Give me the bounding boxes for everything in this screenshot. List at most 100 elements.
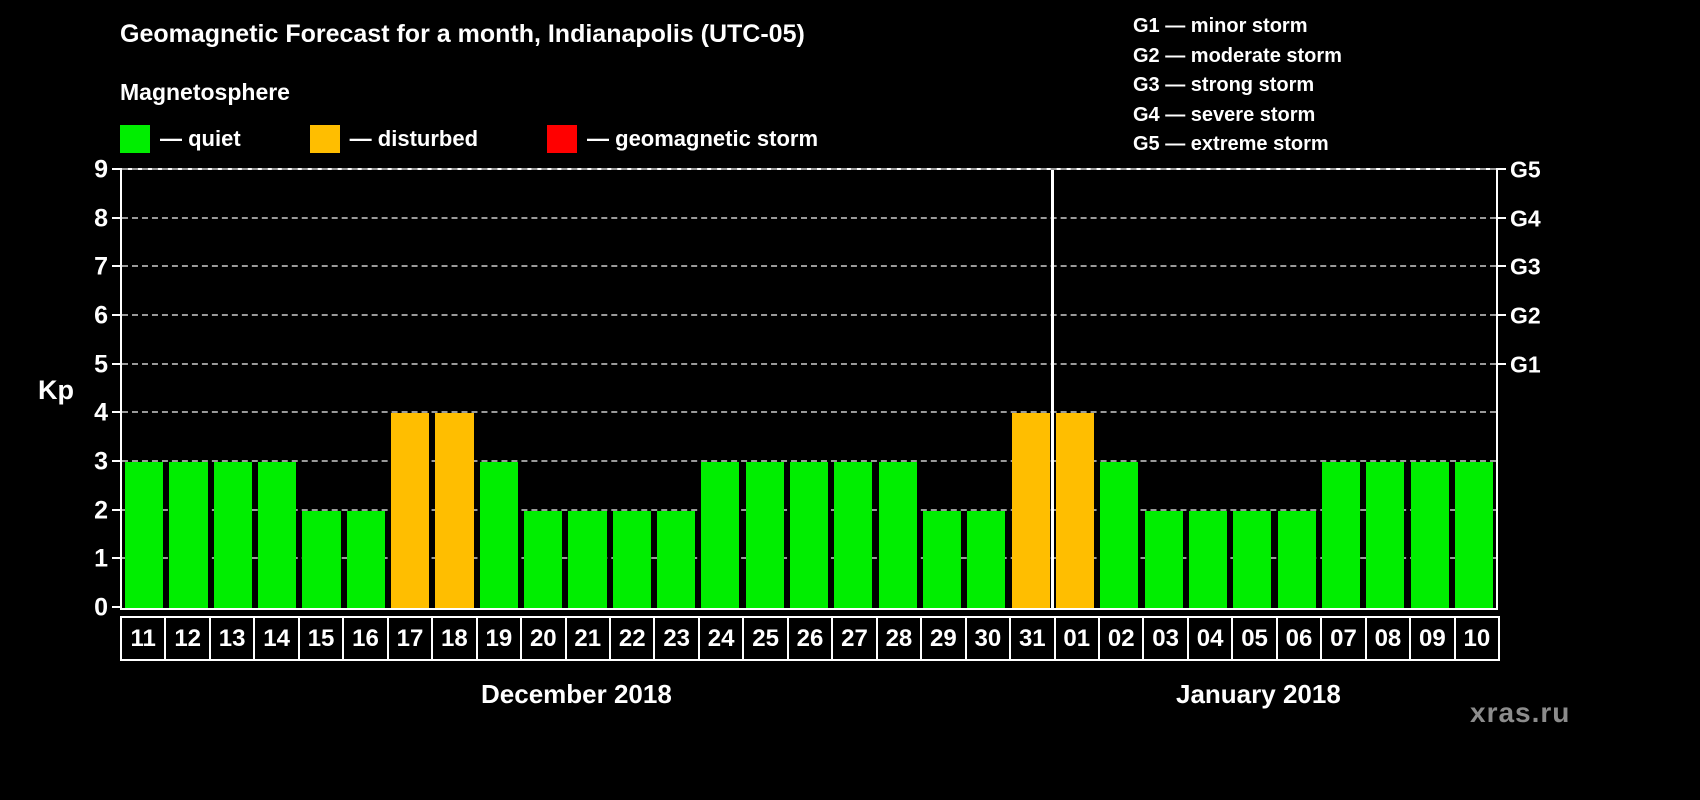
bar-15[interactable]	[302, 510, 341, 608]
g-scale-row: G3 — strong storm	[1133, 74, 1315, 96]
day-label-20[interactable]: 20	[520, 616, 567, 661]
bar-slot[interactable]	[1009, 170, 1053, 608]
day-label-22[interactable]: 22	[608, 616, 656, 661]
bar-08[interactable]	[1366, 462, 1405, 608]
bar-slot[interactable]	[787, 170, 831, 608]
bar-05[interactable]	[1233, 510, 1272, 608]
bar-29[interactable]	[923, 510, 962, 608]
day-label-24[interactable]: 24	[697, 616, 745, 661]
day-label-12[interactable]: 12	[164, 616, 211, 661]
bar-slot[interactable]	[1230, 170, 1274, 608]
day-label-04[interactable]: 04	[1186, 616, 1234, 661]
bar-slot[interactable]	[1363, 170, 1407, 608]
site-watermark: xras.ru	[1470, 697, 1571, 728]
bar-slot[interactable]	[388, 170, 432, 608]
y-axis-tick	[112, 362, 122, 365]
day-label-31[interactable]: 31	[1009, 616, 1056, 661]
bar-25[interactable]	[745, 462, 784, 608]
day-label-14[interactable]: 14	[253, 616, 300, 661]
bar-slot[interactable]	[521, 170, 565, 608]
bar-16[interactable]	[346, 510, 385, 608]
bar-24[interactable]	[701, 462, 740, 608]
day-label-15[interactable]: 15	[297, 616, 345, 661]
bar-21[interactable]	[568, 510, 607, 608]
bar-slot[interactable]	[1186, 170, 1230, 608]
bar-17[interactable]	[391, 413, 430, 608]
day-label-01[interactable]: 01	[1053, 616, 1100, 661]
bar-slot[interactable]	[964, 170, 1008, 608]
bar-01[interactable]	[1056, 413, 1095, 608]
day-label-17[interactable]: 17	[386, 616, 434, 661]
day-label-18[interactable]: 18	[431, 616, 478, 661]
bar-slot[interactable]	[1275, 170, 1319, 608]
day-label-23[interactable]: 23	[653, 616, 700, 661]
day-label-06[interactable]: 06	[1275, 616, 1323, 661]
y-axis-tick	[112, 557, 122, 560]
bar-20[interactable]	[524, 510, 563, 608]
bar-slot[interactable]	[1097, 170, 1141, 608]
bar-slot[interactable]	[1319, 170, 1363, 608]
bar-31[interactable]	[1011, 413, 1050, 608]
day-label-10[interactable]: 10	[1453, 616, 1501, 661]
day-label-05[interactable]: 05	[1231, 616, 1278, 661]
day-label-16[interactable]: 16	[342, 616, 389, 661]
bar-slot[interactable]	[255, 170, 299, 608]
bar-slot[interactable]	[565, 170, 609, 608]
day-label-07[interactable]: 07	[1320, 616, 1367, 661]
bar-04[interactable]	[1188, 510, 1228, 608]
bar-27[interactable]	[834, 462, 873, 608]
bar-03[interactable]	[1144, 510, 1183, 608]
bar-slot[interactable]	[610, 170, 654, 608]
bar-slot[interactable]	[344, 170, 388, 608]
bar-slot[interactable]	[1452, 170, 1496, 608]
bar-28[interactable]	[878, 462, 917, 608]
bar-slot[interactable]	[477, 170, 521, 608]
bar-02[interactable]	[1100, 462, 1139, 608]
bar-slot[interactable]	[211, 170, 255, 608]
bar-slot[interactable]	[166, 170, 210, 608]
bar-slot[interactable]	[299, 170, 343, 608]
day-label-30[interactable]: 30	[964, 616, 1012, 661]
day-label-11[interactable]: 11	[120, 616, 167, 661]
bar-slot[interactable]	[831, 170, 875, 608]
bar-slot[interactable]	[432, 170, 476, 608]
day-label-27[interactable]: 27	[831, 616, 878, 661]
bar-10[interactable]	[1454, 462, 1494, 608]
bar-18[interactable]	[435, 413, 474, 608]
day-label-19[interactable]: 19	[475, 616, 523, 661]
day-label-09[interactable]: 09	[1409, 616, 1456, 661]
bar-slot[interactable]	[1142, 170, 1186, 608]
bar-slot[interactable]	[1053, 170, 1097, 608]
day-label-25[interactable]: 25	[742, 616, 789, 661]
bar-22[interactable]	[612, 510, 651, 608]
day-label-03[interactable]: 03	[1142, 616, 1189, 661]
bar-slot[interactable]	[920, 170, 964, 608]
day-label-13[interactable]: 13	[208, 616, 256, 661]
bar-09[interactable]	[1410, 462, 1449, 608]
day-label-28[interactable]: 28	[875, 616, 923, 661]
day-label-02[interactable]: 02	[1097, 616, 1145, 661]
bar-slot[interactable]	[1408, 170, 1452, 608]
bar-slot[interactable]	[122, 170, 166, 608]
day-label-26[interactable]: 26	[786, 616, 834, 661]
bar-30[interactable]	[967, 510, 1006, 608]
bar-12[interactable]	[169, 462, 208, 608]
day-label-29[interactable]: 29	[920, 616, 967, 661]
bar-13[interactable]	[213, 462, 252, 608]
bar-slot[interactable]	[698, 170, 742, 608]
bar-23[interactable]	[657, 510, 696, 608]
bar-11[interactable]	[125, 462, 164, 608]
bar-slot[interactable]	[876, 170, 920, 608]
bar-26[interactable]	[790, 462, 829, 608]
bar-07[interactable]	[1321, 462, 1361, 608]
y-axis-tick	[112, 411, 122, 414]
day-label-08[interactable]: 08	[1364, 616, 1412, 661]
bar-19[interactable]	[479, 462, 518, 608]
y-axis-tick	[112, 216, 122, 219]
bar-slot[interactable]	[654, 170, 698, 608]
day-label-21[interactable]: 21	[564, 616, 611, 661]
bar-06[interactable]	[1277, 510, 1316, 608]
bar-14[interactable]	[258, 462, 297, 608]
bar-slot[interactable]	[743, 170, 787, 608]
g-axis-tick	[1496, 168, 1506, 170]
